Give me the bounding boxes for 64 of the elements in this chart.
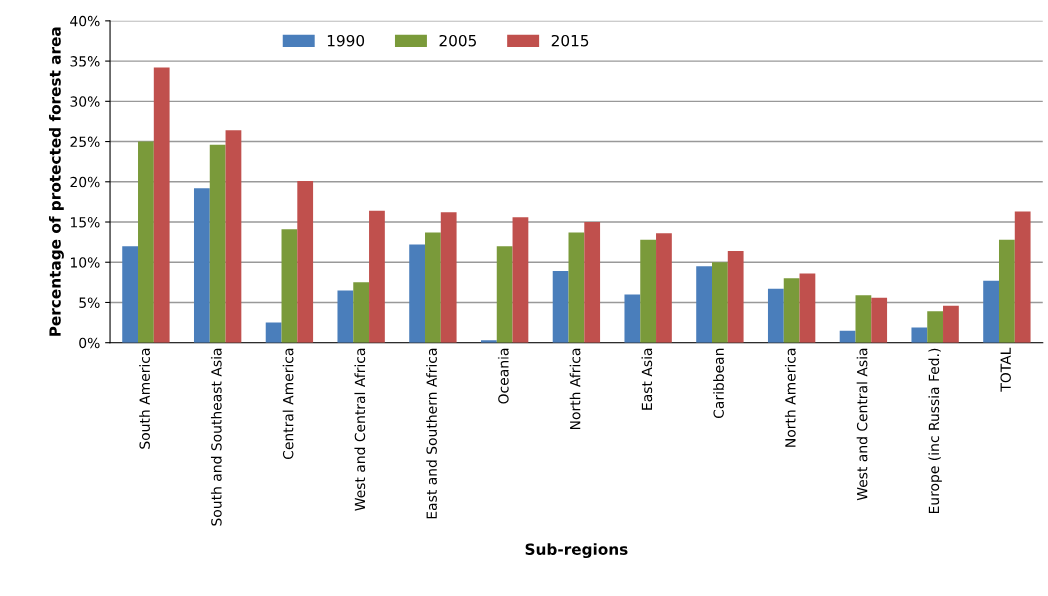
x-tick-label: Caribbean [713, 348, 724, 419]
y-tick-label: 30% [70, 96, 100, 107]
legend-label: 2015 [551, 34, 589, 47]
bar [767, 288, 784, 343]
legend-label: 1990 [327, 34, 365, 47]
bar [122, 246, 139, 343]
bar [552, 271, 569, 343]
bar [1014, 211, 1031, 343]
y-axis-title: Percentage of protected forest area [48, 27, 64, 336]
bar [281, 229, 298, 343]
x-tick-label: TOTAL [1000, 347, 1011, 392]
bar [512, 217, 529, 343]
x-tick-label: West and Central Africa [354, 348, 366, 511]
bar [193, 188, 210, 343]
bar [440, 212, 457, 343]
bar [265, 322, 282, 343]
x-tick-label: Europe (inc Russia Fed.) [928, 348, 942, 514]
x-tick-label: East and Southern Africa [426, 348, 437, 519]
bar [584, 222, 601, 343]
y-tick-label: 35% [70, 56, 100, 67]
bar [409, 244, 426, 343]
y-tick-label: 0% [79, 337, 100, 349]
y-tick-label: 40% [70, 15, 100, 27]
x-tick-label: South America [139, 348, 150, 449]
bar [353, 282, 370, 343]
bar [799, 273, 816, 343]
bar [656, 233, 672, 343]
x-tick-label: East Asia [641, 348, 653, 410]
bar [998, 239, 1015, 343]
bar [727, 250, 744, 343]
y-tick-label: 15% [70, 216, 100, 228]
bar [983, 280, 999, 343]
x-tick-label: Oceania [497, 348, 509, 404]
bar [712, 262, 728, 343]
bar [640, 239, 657, 343]
y-tick-label: 20% [70, 176, 100, 188]
bar [911, 327, 928, 343]
bar [783, 278, 800, 343]
bar [337, 290, 354, 343]
bar [496, 246, 513, 343]
x-tick-label: North America [784, 348, 796, 447]
bar [297, 180, 314, 343]
bar [855, 295, 872, 343]
bar [871, 297, 888, 343]
bar [138, 141, 154, 343]
bar [153, 67, 170, 343]
bar [369, 210, 385, 343]
bar [696, 266, 712, 343]
x-axis-title: Sub-regions [525, 543, 628, 559]
bar [943, 305, 959, 343]
x-tick-label: West and Central Asia [856, 348, 868, 501]
y-tick-label: 5% [79, 297, 100, 308]
x-tick-label: North Africa [569, 348, 581, 430]
x-tick-label: South and Southeast Asia [210, 348, 222, 526]
bar [425, 232, 441, 343]
bar [624, 294, 641, 343]
legend-label: 2005 [439, 34, 476, 47]
x-tick-label: Central America [282, 348, 294, 460]
bar [927, 311, 944, 343]
bar [225, 130, 242, 343]
bar [209, 144, 226, 343]
bar [568, 232, 585, 343]
y-tick-label: 10% [70, 257, 100, 268]
y-tick-label: 25% [70, 136, 100, 148]
